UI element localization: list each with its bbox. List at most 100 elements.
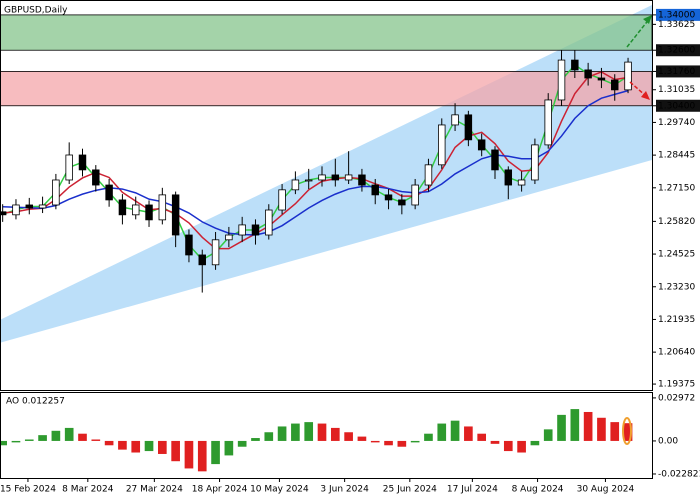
candle-body [65,154,73,181]
y-tick-label: 1.28445 [658,151,695,161]
ao-bar [597,417,606,441]
ao-bar [370,440,380,443]
level-box [656,8,700,21]
candle-body [304,179,313,182]
candle-body [344,174,353,181]
candle-body [411,184,419,206]
ao-frame [0,392,653,479]
candle-body [0,211,7,216]
candle-body [384,194,393,201]
ao-tick-label: 0.00 [658,436,678,446]
x-tick-label: 15 Feb 2024 [0,485,56,495]
candle-body [278,189,286,211]
ao-bar [410,440,420,443]
ao-bar [450,420,460,441]
ao-bar [38,435,47,441]
ao-bar [197,440,207,472]
x-tick-label: 8 Aug 2024 [512,485,564,495]
zone [0,71,653,107]
ao-bar [397,440,407,447]
level-box [656,44,700,57]
ao-bar [464,426,473,441]
candle-body [531,144,539,181]
candle-body [477,139,486,151]
candle-body [291,179,300,191]
ao-bar [330,427,340,441]
ao-bar [171,440,180,462]
level-box [656,65,700,78]
candle-body [624,61,632,91]
ao-bar [24,439,34,441]
ao-bar [503,440,513,452]
arrow-down-head [641,91,650,100]
y-tick-label: 1.31760 [658,67,695,77]
candle-body [198,254,206,266]
candle-body [171,194,180,236]
level-box [656,99,700,112]
x-tick-label: 10 May 2024 [250,485,309,495]
candle-body [52,179,60,206]
y-tick-label: 1.23230 [658,282,695,292]
candle-body [238,224,246,236]
zone [0,14,653,51]
ao-bar [0,440,7,446]
candle-body [517,179,526,186]
ao-bar [211,440,220,465]
candle-body [145,204,153,221]
candle-body [185,234,193,256]
y-tick-label: 1.21935 [658,315,695,325]
arrow-up [626,17,651,48]
ao-bar [78,433,87,441]
y-tick-label: 1.32600 [658,46,695,56]
ao-bar [317,423,327,441]
ao-bar [118,440,127,450]
ao-bar [543,429,553,441]
ao-bar [490,440,500,444]
candle-body [118,199,127,216]
candle-body [597,77,606,81]
candle-body [424,164,433,186]
x-tick-label: 17 Jul 2024 [447,485,498,495]
candle-body [131,204,140,216]
ao-bar [477,433,487,441]
chart-title: GBPUSD,Daily [4,6,68,16]
ao-bar [304,422,314,441]
candle-body [211,239,220,266]
moving-average [2,71,629,250]
arrow-up-head [643,15,652,24]
price-frame [0,0,653,391]
x-tick-label: 25 Jun 2024 [383,485,437,495]
y-tick-label: 1.30400 [658,101,695,111]
x-tick-label: 30 Aug 2024 [577,485,635,495]
x-tick-label: 3 Jun 2024 [320,485,369,495]
ao-label: AO 0.012257 [6,397,65,407]
candle-body [38,204,47,209]
ao-bar [557,414,566,441]
candle-body [504,169,513,186]
ao-bar [144,440,154,452]
candle-body [25,204,34,209]
candle-body [12,204,20,216]
ao-bar [224,440,234,456]
ao-panel [0,409,633,472]
candle-body [584,69,592,79]
ao-bar [583,411,593,441]
highlight [622,417,632,445]
y-tick-label: 1.24525 [658,250,695,260]
x-tick-label: 8 Mar 2024 [62,485,114,495]
candle-body [557,59,566,101]
y-tick-label: 1.27150 [658,183,695,193]
ao-bar [570,409,580,441]
ao-bar [357,436,367,441]
candle-body [105,184,113,201]
candle-body [491,149,499,171]
x-tick-label: 27 Mar 2024 [126,485,183,495]
candle-body [451,114,459,126]
candle-body [265,209,273,236]
ao-bar [291,423,300,441]
candle-body [331,174,340,181]
candle-body [571,59,579,71]
ao-bar [610,422,620,441]
